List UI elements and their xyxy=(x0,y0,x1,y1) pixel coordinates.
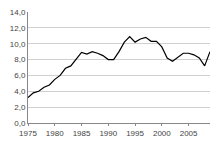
svg-text:8,0: 8,0 xyxy=(14,55,26,64)
svg-text:2,0: 2,0 xyxy=(14,103,26,112)
svg-text:2000: 2000 xyxy=(153,129,171,138)
svg-text:1975: 1975 xyxy=(19,129,37,138)
svg-text:12,0: 12,0 xyxy=(10,24,26,33)
svg-text:14,0: 14,0 xyxy=(10,8,26,17)
svg-text:6,0: 6,0 xyxy=(14,71,26,80)
svg-text:0,0: 0,0 xyxy=(14,119,26,128)
svg-text:10,0: 10,0 xyxy=(10,40,26,49)
svg-text:1985: 1985 xyxy=(73,129,91,138)
svg-text:1990: 1990 xyxy=(99,129,117,138)
svg-text:4,0: 4,0 xyxy=(14,87,26,96)
svg-text:1995: 1995 xyxy=(126,129,144,138)
svg-text:2005: 2005 xyxy=(180,129,198,138)
svg-text:1980: 1980 xyxy=(46,129,64,138)
